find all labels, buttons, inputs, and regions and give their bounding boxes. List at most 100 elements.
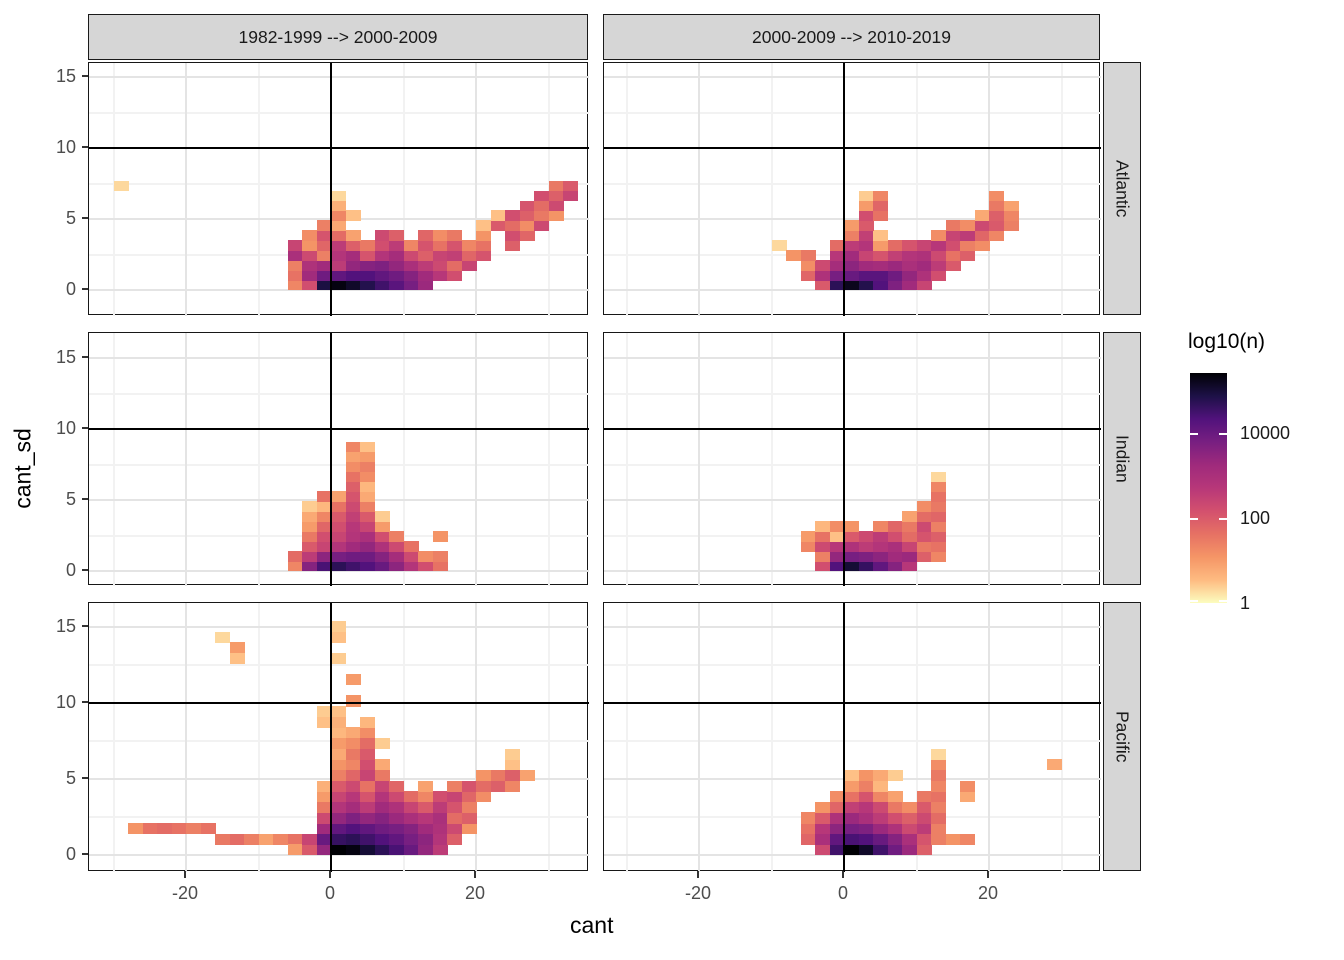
heatmap-bin [447, 791, 462, 803]
heatmap-bin [389, 541, 404, 552]
x-minor-gridline [402, 63, 405, 316]
heatmap-bin [331, 812, 346, 824]
heatmap-bin [548, 190, 564, 202]
heatmap-bin [505, 759, 520, 771]
legend-tick-label: 1 [1240, 593, 1251, 613]
heatmap-bin [989, 230, 1004, 241]
heatmap-bin [302, 511, 317, 522]
heatmap-bin [844, 801, 859, 813]
y-tick-label: 5 [65, 208, 76, 228]
heatmap-bin [931, 812, 946, 824]
heatmap-bin [345, 240, 361, 251]
horizontal-reference-line-y10 [604, 146, 1101, 150]
heatmap-bin [931, 531, 946, 542]
heatmap-bin [128, 823, 143, 835]
x-minor-gridline [112, 603, 115, 872]
heatmap-bin [389, 823, 404, 835]
heatmap-bin [331, 844, 346, 856]
heatmap-bin [505, 748, 520, 760]
heatmap-bin [916, 511, 932, 522]
heatmap-bin [476, 769, 491, 781]
horizontal-reference-line-y10 [89, 427, 589, 431]
heatmap-bin [374, 769, 390, 781]
heatmap-bin [829, 521, 845, 532]
heatmap-bin [316, 706, 332, 718]
x-minor-gridline [1060, 603, 1063, 872]
heatmap-bin [403, 833, 419, 845]
heatmap-bin [331, 652, 346, 664]
heatmap-bin [360, 491, 375, 502]
y-tick-label: 5 [65, 489, 76, 509]
y-tick-mark [82, 288, 88, 290]
heatmap-bin [316, 511, 332, 522]
x-minor-gridline [625, 63, 628, 316]
heatmap-bin [360, 280, 375, 291]
heatmap-bin [418, 270, 433, 281]
heatmap-bin [287, 240, 303, 251]
heatmap-bin [316, 561, 332, 572]
heatmap-bin [873, 541, 888, 552]
heatmap-bin [418, 230, 433, 241]
heatmap-bin [844, 541, 859, 552]
legend-tick-mark [1190, 517, 1198, 521]
heatmap-bin [858, 769, 874, 781]
x-tick-label: -20 [171, 883, 198, 903]
heatmap-bin [331, 759, 346, 771]
y-tick-label: 15 [55, 66, 76, 86]
heatmap-bin [461, 780, 477, 792]
heatmap-bin [331, 748, 346, 760]
heatmap-bin [815, 531, 830, 542]
heatmap-bin [374, 250, 390, 261]
heatmap-bin [490, 769, 506, 781]
heatmap-bin [815, 823, 830, 835]
heatmap-bin [331, 780, 346, 792]
heatmap-bin [858, 200, 874, 211]
y-tick-label: 5 [65, 768, 76, 788]
heatmap-bin [345, 780, 361, 792]
heatmap-bin [360, 791, 375, 803]
heatmap-bin [316, 260, 332, 271]
heatmap-bin [374, 780, 390, 792]
heatmap-bin [447, 801, 462, 813]
heatmap-bin [916, 270, 932, 281]
heatmap-bin [258, 833, 274, 845]
y-tick-mark [82, 569, 88, 571]
heatmap-bin [316, 791, 332, 803]
heatmap-bin [418, 250, 433, 261]
heatmap-bin [432, 240, 448, 251]
y-minor-gridline [89, 111, 589, 114]
heatmap-bin [389, 531, 404, 542]
heatmap-bin [403, 280, 419, 291]
x-minor-gridline [770, 63, 773, 316]
heatmap-bin [403, 561, 419, 572]
y-minor-gridline [89, 182, 589, 185]
x-minor-gridline [1060, 63, 1063, 316]
heatmap-bin [331, 716, 346, 728]
heatmap-bin [829, 791, 845, 803]
heatmap-bin [858, 280, 874, 291]
heatmap-bin [873, 190, 888, 202]
heatmap-bin [418, 823, 433, 835]
heatmap-bin [873, 521, 888, 532]
heatmap-bin [374, 511, 390, 522]
heatmap-bin [345, 769, 361, 781]
heatmap-bin [374, 531, 390, 542]
heatmap-bin [902, 521, 917, 532]
heatmap-bin [287, 844, 303, 856]
heatmap-bin [800, 833, 816, 845]
vertical-reference-line-x0 [842, 603, 846, 872]
heatmap-bin [873, 210, 888, 221]
heatmap-bin [974, 230, 990, 241]
heatmap-bin [916, 531, 932, 542]
heatmap-bin [287, 551, 303, 562]
heatmap-bin [945, 220, 961, 231]
legend-tick-mark [1190, 600, 1198, 603]
heatmap-bin [360, 551, 375, 562]
heatmap-bin [931, 240, 946, 251]
heatmap-bin [302, 844, 317, 856]
legend-tick-mark [1219, 517, 1227, 521]
heatmap-bin [345, 801, 361, 813]
heatmap-bin [374, 561, 390, 572]
heatmap-bin [519, 230, 535, 241]
heatmap-bin [432, 823, 448, 835]
